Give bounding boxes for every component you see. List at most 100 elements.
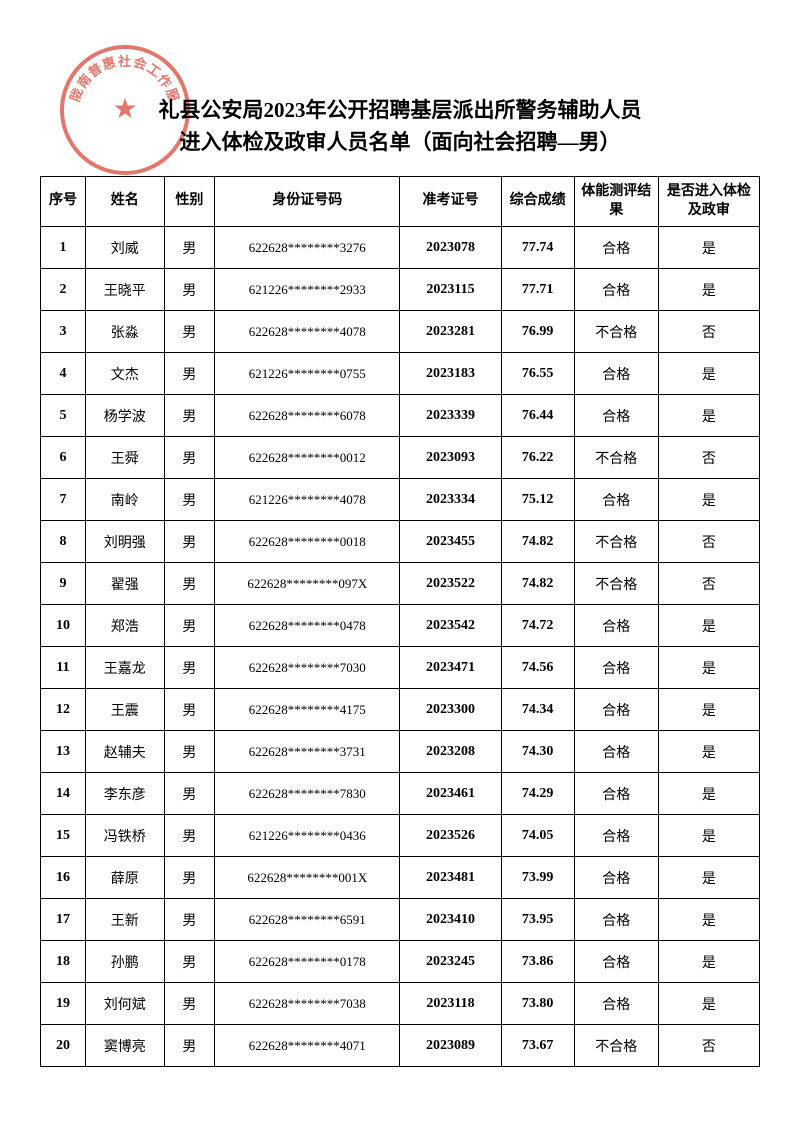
cell-score: 74.82 bbox=[501, 521, 574, 563]
cell-score: 74.29 bbox=[501, 773, 574, 815]
cell-seq: 13 bbox=[41, 731, 86, 773]
cell-id: 622628********7830 bbox=[215, 773, 400, 815]
cell-seq: 7 bbox=[41, 479, 86, 521]
header-exam: 准考证号 bbox=[400, 177, 501, 227]
cell-name: 王舜 bbox=[85, 437, 164, 479]
cell-seq: 12 bbox=[41, 689, 86, 731]
table-row: 19刘何斌男622628********7038202311873.80合格是 bbox=[41, 983, 760, 1025]
cell-exam: 2023339 bbox=[400, 395, 501, 437]
table-row: 17王新男622628********6591202341073.95合格是 bbox=[41, 899, 760, 941]
table-body: 1刘威男622628********3276202307877.74合格是2王晓… bbox=[41, 227, 760, 1067]
cell-seq: 17 bbox=[41, 899, 86, 941]
cell-exam: 2023093 bbox=[400, 437, 501, 479]
table-row: 2王晓平男621226********2933202311577.71合格是 bbox=[41, 269, 760, 311]
table-row: 15冯铁桥男621226********0436202352674.05合格是 bbox=[41, 815, 760, 857]
header-id: 身份证号码 bbox=[215, 177, 400, 227]
cell-exam: 2023089 bbox=[400, 1025, 501, 1067]
cell-fitness: 合格 bbox=[574, 857, 658, 899]
cell-pass: 是 bbox=[658, 395, 759, 437]
cell-name: 刘何斌 bbox=[85, 983, 164, 1025]
table-row: 16薛原男622628********001X202348173.99合格是 bbox=[41, 857, 760, 899]
candidates-table: 序号 姓名 性别 身份证号码 准考证号 综合成绩 体能测评结果 是否进入体检及政… bbox=[40, 176, 760, 1067]
cell-exam: 2023300 bbox=[400, 689, 501, 731]
cell-fitness: 不合格 bbox=[574, 311, 658, 353]
cell-gender: 男 bbox=[164, 479, 215, 521]
cell-fitness: 合格 bbox=[574, 773, 658, 815]
cell-fitness: 合格 bbox=[574, 269, 658, 311]
table-row: 9翟强男622628********097X202352274.82不合格否 bbox=[41, 563, 760, 605]
cell-score: 73.86 bbox=[501, 941, 574, 983]
cell-score: 74.72 bbox=[501, 605, 574, 647]
table-row: 7南岭男621226********4078202333475.12合格是 bbox=[41, 479, 760, 521]
cell-pass: 是 bbox=[658, 731, 759, 773]
header-name: 姓名 bbox=[85, 177, 164, 227]
cell-id: 622628********0478 bbox=[215, 605, 400, 647]
cell-name: 赵辅夫 bbox=[85, 731, 164, 773]
table-header-row: 序号 姓名 性别 身份证号码 准考证号 综合成绩 体能测评结果 是否进入体检及政… bbox=[41, 177, 760, 227]
cell-score: 73.99 bbox=[501, 857, 574, 899]
cell-id: 622628********3731 bbox=[215, 731, 400, 773]
cell-fitness: 合格 bbox=[574, 941, 658, 983]
cell-id: 622628********097X bbox=[215, 563, 400, 605]
cell-fitness: 合格 bbox=[574, 227, 658, 269]
cell-gender: 男 bbox=[164, 227, 215, 269]
cell-id: 622628********001X bbox=[215, 857, 400, 899]
cell-seq: 5 bbox=[41, 395, 86, 437]
header-fitness: 体能测评结果 bbox=[574, 177, 658, 227]
cell-exam: 2023183 bbox=[400, 353, 501, 395]
table-row: 13赵辅夫男622628********3731202320874.30合格是 bbox=[41, 731, 760, 773]
table-row: 4文杰男621226********0755202318376.55合格是 bbox=[41, 353, 760, 395]
cell-exam: 2023526 bbox=[400, 815, 501, 857]
cell-gender: 男 bbox=[164, 563, 215, 605]
cell-exam: 2023455 bbox=[400, 521, 501, 563]
cell-name: 王震 bbox=[85, 689, 164, 731]
table-row: 20窦博亮男622628********4071202308973.67不合格否 bbox=[41, 1025, 760, 1067]
cell-exam: 2023471 bbox=[400, 647, 501, 689]
cell-id: 622628********7030 bbox=[215, 647, 400, 689]
cell-id: 621226********4078 bbox=[215, 479, 400, 521]
cell-exam: 2023542 bbox=[400, 605, 501, 647]
cell-pass: 是 bbox=[658, 815, 759, 857]
cell-exam: 2023115 bbox=[400, 269, 501, 311]
title-line-2: 进入体检及政审人员名单（面向社会招聘—男） bbox=[180, 130, 621, 154]
table-row: 5杨学波男622628********6078202333976.44合格是 bbox=[41, 395, 760, 437]
cell-fitness: 不合格 bbox=[574, 1025, 658, 1067]
cell-gender: 男 bbox=[164, 353, 215, 395]
cell-id: 621226********0436 bbox=[215, 815, 400, 857]
cell-pass: 否 bbox=[658, 1025, 759, 1067]
header-gender: 性别 bbox=[164, 177, 215, 227]
cell-seq: 4 bbox=[41, 353, 86, 395]
cell-pass: 是 bbox=[658, 605, 759, 647]
cell-gender: 男 bbox=[164, 689, 215, 731]
table-row: 12王震男622628********4175202330074.34合格是 bbox=[41, 689, 760, 731]
cell-exam: 2023334 bbox=[400, 479, 501, 521]
cell-pass: 否 bbox=[658, 521, 759, 563]
cell-gender: 男 bbox=[164, 269, 215, 311]
cell-gender: 男 bbox=[164, 941, 215, 983]
cell-score: 74.05 bbox=[501, 815, 574, 857]
cell-score: 73.95 bbox=[501, 899, 574, 941]
cell-pass: 是 bbox=[658, 983, 759, 1025]
cell-gender: 男 bbox=[164, 773, 215, 815]
cell-seq: 11 bbox=[41, 647, 86, 689]
cell-seq: 9 bbox=[41, 563, 86, 605]
table-row: 10郑浩男622628********0478202354274.72合格是 bbox=[41, 605, 760, 647]
cell-name: 刘威 bbox=[85, 227, 164, 269]
cell-fitness: 合格 bbox=[574, 899, 658, 941]
cell-pass: 是 bbox=[658, 353, 759, 395]
cell-name: 刘明强 bbox=[85, 521, 164, 563]
cell-seq: 16 bbox=[41, 857, 86, 899]
cell-gender: 男 bbox=[164, 731, 215, 773]
cell-gender: 男 bbox=[164, 395, 215, 437]
cell-fitness: 合格 bbox=[574, 647, 658, 689]
cell-id: 622628********3276 bbox=[215, 227, 400, 269]
cell-pass: 是 bbox=[658, 479, 759, 521]
header-seq: 序号 bbox=[41, 177, 86, 227]
cell-fitness: 合格 bbox=[574, 605, 658, 647]
cell-exam: 2023118 bbox=[400, 983, 501, 1025]
cell-fitness: 不合格 bbox=[574, 437, 658, 479]
cell-name: 薛原 bbox=[85, 857, 164, 899]
cell-exam: 2023078 bbox=[400, 227, 501, 269]
cell-id: 621226********2933 bbox=[215, 269, 400, 311]
cell-pass: 是 bbox=[658, 647, 759, 689]
